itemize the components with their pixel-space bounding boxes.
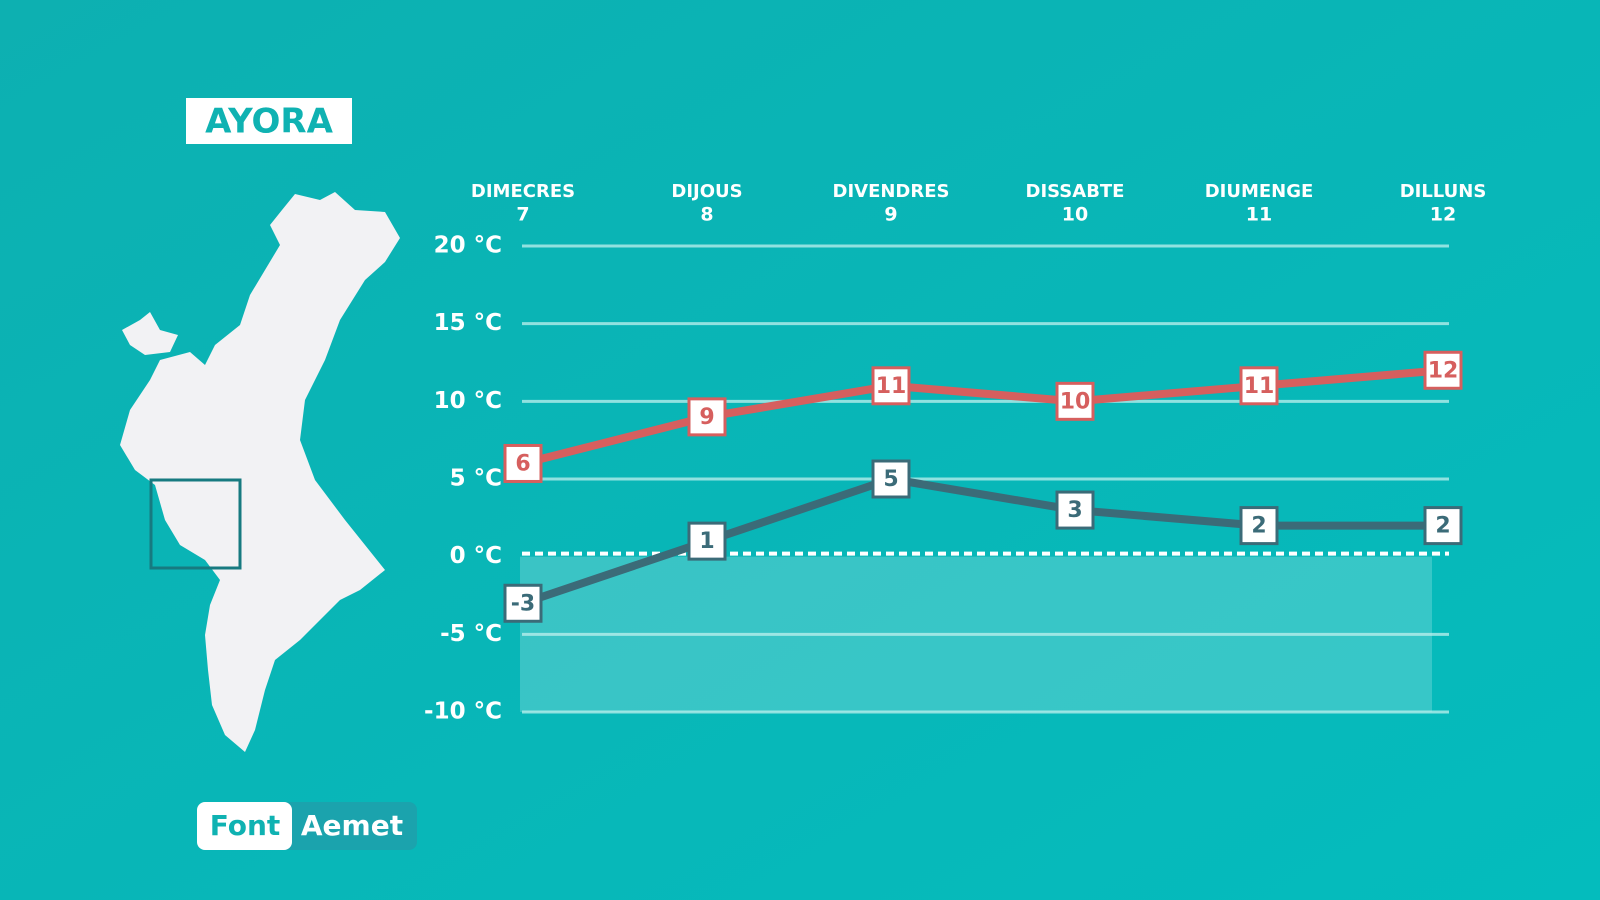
series-line — [521, 474, 1443, 608]
point-label: 5 — [883, 467, 898, 492]
x-tick-day: 9 — [884, 204, 897, 226]
location-box — [149, 478, 242, 570]
region-map — [120, 192, 400, 752]
point-label: 6 — [515, 451, 530, 476]
y-tick-label: -10 °C — [424, 699, 502, 725]
x-tick-day: 12 — [1430, 204, 1456, 226]
point-label: 11 — [876, 374, 907, 399]
x-tick-day: 8 — [700, 204, 713, 226]
point-box — [871, 459, 911, 499]
source-label-box — [197, 802, 292, 850]
point-label: 2 — [1435, 514, 1450, 539]
x-tick-label: DISSABTE — [1026, 181, 1125, 202]
y-tick-label: -5 °C — [440, 621, 502, 647]
point-box — [1055, 490, 1095, 530]
x-tick-label: DILLUNS — [1400, 181, 1487, 202]
point-box — [1055, 381, 1095, 421]
y-tick-label: 10 °C — [434, 388, 502, 414]
point-label: -3 — [511, 591, 535, 616]
y-tick-label: 20 °C — [434, 233, 502, 259]
x-tick-label: DIVENDRES — [833, 181, 950, 202]
point-box — [871, 366, 911, 406]
x-tick-label: DIUMENGE — [1205, 181, 1314, 202]
chart-title: AYORA — [205, 102, 334, 142]
point-box — [1423, 350, 1463, 390]
point-label: 1 — [699, 529, 714, 554]
point-label: 3 — [1067, 498, 1082, 523]
point-label: 2 — [1251, 514, 1266, 539]
x-tick-day: 7 — [516, 204, 529, 226]
title-box — [186, 98, 352, 144]
source-value: Aemet — [301, 809, 403, 842]
x-tick-day: 11 — [1246, 204, 1272, 226]
y-tick-label: 15 °C — [434, 310, 502, 336]
y-tick-label: 0 °C — [450, 543, 502, 569]
point-box — [503, 443, 543, 483]
point-box — [1239, 506, 1279, 546]
point-box — [687, 521, 727, 561]
y-tick-label: 5 °C — [450, 466, 502, 492]
x-tick-day: 10 — [1062, 204, 1088, 226]
point-box — [1423, 506, 1463, 546]
point-label: 9 — [699, 405, 714, 430]
point-label: 11 — [1244, 374, 1275, 399]
x-tick-label: DIJOUS — [671, 181, 742, 202]
point-box — [687, 397, 727, 437]
series-line — [522, 366, 1444, 468]
point-label: 10 — [1060, 389, 1091, 414]
point-box — [503, 583, 543, 623]
point-box — [1239, 366, 1279, 406]
x-tick-label: DIMECRES — [471, 181, 575, 202]
point-label: 12 — [1428, 358, 1459, 383]
source-label: Font — [210, 809, 281, 842]
